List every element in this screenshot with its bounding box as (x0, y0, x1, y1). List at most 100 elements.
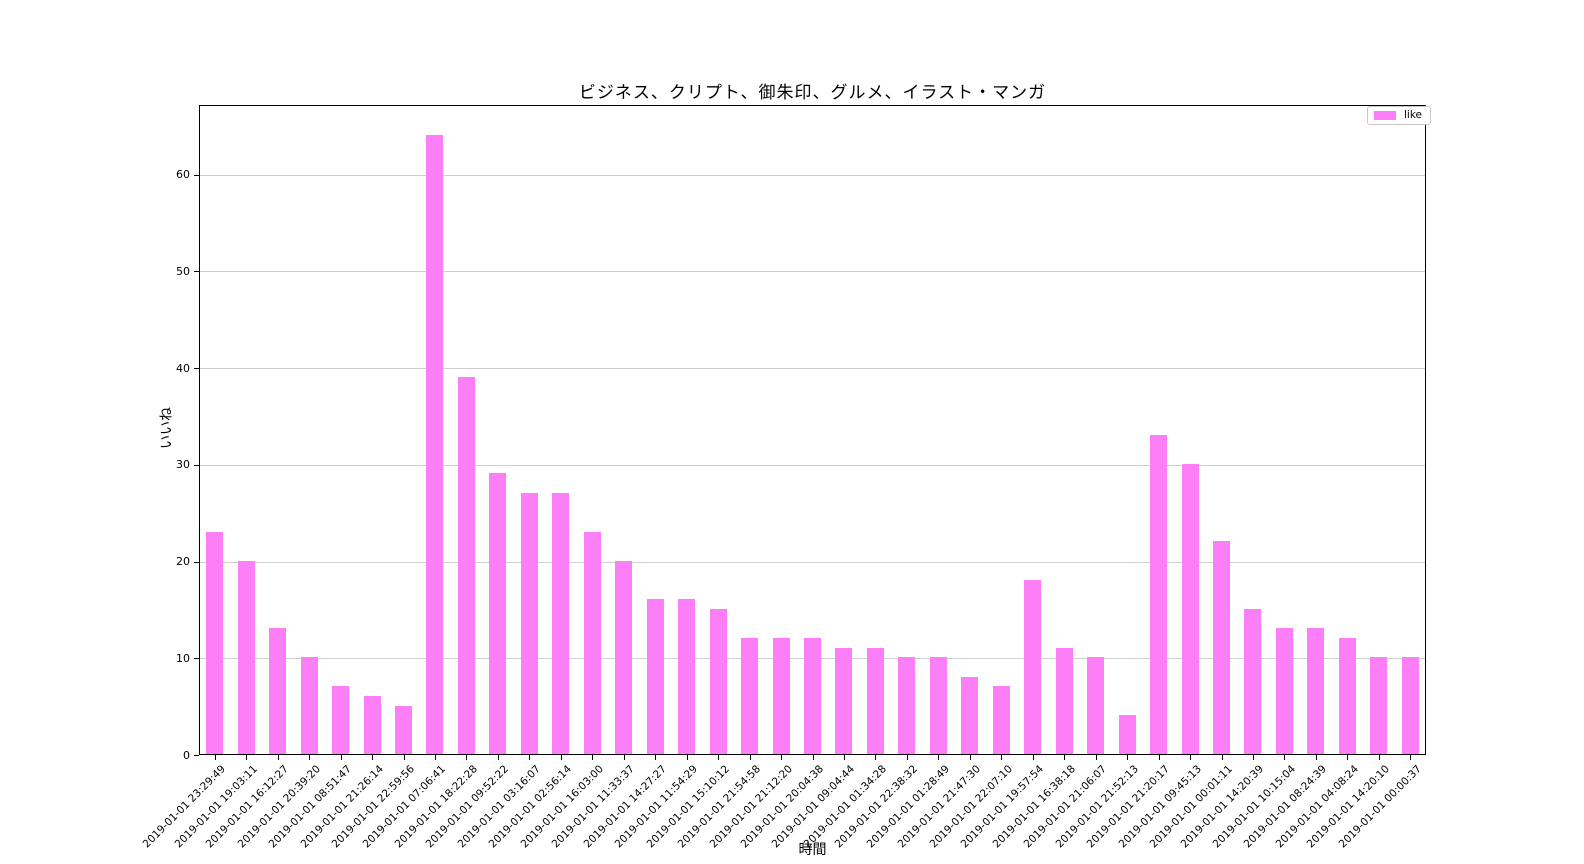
x-tick-mark (655, 755, 656, 760)
x-tick-mark (529, 755, 530, 760)
bar (1182, 464, 1199, 754)
x-tick-mark (687, 755, 688, 760)
y-tick-mark (194, 658, 199, 659)
bar (993, 686, 1010, 754)
x-tick-mark (813, 755, 814, 760)
bar (206, 532, 223, 754)
x-tick-mark (1159, 755, 1160, 760)
bar (364, 696, 381, 754)
y-tick-label: 10 (176, 652, 190, 665)
x-tick-mark (1284, 755, 1285, 760)
bar (773, 638, 790, 754)
y-tick-mark (194, 562, 199, 563)
x-tick-mark (844, 755, 845, 760)
bar (1402, 657, 1419, 754)
x-tick-mark (781, 755, 782, 760)
x-tick-mark (1096, 755, 1097, 760)
y-tick-label: 30 (176, 458, 190, 471)
chart-title: ビジネス、クリプト、御朱印、グルメ、イラスト・マンガ (578, 83, 1047, 103)
bar (489, 473, 506, 754)
x-tick-mark (1033, 755, 1034, 760)
bar (426, 135, 443, 754)
bar (521, 493, 538, 754)
x-tick-mark (1253, 755, 1254, 760)
bar (835, 648, 852, 754)
x-tick-mark (1316, 755, 1317, 760)
bar (1244, 609, 1261, 754)
bar (867, 648, 884, 754)
bar (552, 493, 569, 754)
x-tick-mark (1410, 755, 1411, 760)
x-tick-mark (466, 755, 467, 760)
bar (1370, 657, 1387, 754)
x-tick-mark (215, 755, 216, 760)
bar (804, 638, 821, 754)
bar (332, 686, 349, 754)
y-gridline (200, 562, 1425, 563)
bar (898, 657, 915, 754)
legend: like (1367, 106, 1432, 125)
x-tick-mark (750, 755, 751, 760)
x-tick-mark (1190, 755, 1191, 760)
y-tick-mark (194, 755, 199, 756)
x-tick-mark (592, 755, 593, 760)
x-tick-mark (341, 755, 342, 760)
bar (301, 657, 318, 754)
y-gridline (200, 368, 1425, 369)
y-gridline (200, 175, 1425, 176)
bar (269, 628, 286, 754)
x-tick-mark (1379, 755, 1380, 760)
y-gridline (200, 271, 1425, 272)
y-tick-label: 50 (176, 265, 190, 278)
x-tick-mark (1222, 755, 1223, 760)
bar (1276, 628, 1293, 754)
x-tick-mark (938, 755, 939, 760)
x-tick-mark (1064, 755, 1065, 760)
legend-swatch-like (1374, 111, 1396, 120)
bar (741, 638, 758, 754)
y-tick-label: 20 (176, 555, 190, 568)
bar (710, 609, 727, 754)
bar (584, 532, 601, 754)
bar (238, 561, 255, 754)
bar (1087, 657, 1104, 754)
bar (1339, 638, 1356, 754)
bar (647, 599, 664, 754)
y-tick-label: 0 (183, 749, 190, 762)
y-tick-mark (194, 368, 199, 369)
y-tick-label: 60 (176, 168, 190, 181)
x-tick-mark (1001, 755, 1002, 760)
bar (961, 677, 978, 754)
bar (1119, 715, 1136, 754)
x-tick-mark (498, 755, 499, 760)
bar (395, 706, 412, 754)
x-tick-mark (246, 755, 247, 760)
bar (1307, 628, 1324, 754)
bar (458, 377, 475, 754)
y-tick-mark (194, 175, 199, 176)
bar (1150, 435, 1167, 754)
bar (1056, 648, 1073, 754)
x-tick-mark (875, 755, 876, 760)
x-tick-mark (278, 755, 279, 760)
x-tick-mark (561, 755, 562, 760)
x-tick-mark (624, 755, 625, 760)
bar (1213, 541, 1230, 754)
x-tick-mark (718, 755, 719, 760)
x-tick-mark (372, 755, 373, 760)
x-tick-mark (1127, 755, 1128, 760)
y-tick-label: 40 (176, 362, 190, 375)
bar (1024, 580, 1041, 754)
x-tick-mark (435, 755, 436, 760)
y-axis-label: いいね (159, 407, 175, 449)
y-gridline (200, 465, 1425, 466)
bar (930, 657, 947, 754)
x-axis-label: 時間 (798, 842, 827, 858)
x-tick-mark (907, 755, 908, 760)
y-tick-mark (194, 465, 199, 466)
y-tick-mark (194, 271, 199, 272)
x-tick-mark (970, 755, 971, 760)
legend-label: like (1404, 109, 1423, 121)
x-tick-mark (404, 755, 405, 760)
